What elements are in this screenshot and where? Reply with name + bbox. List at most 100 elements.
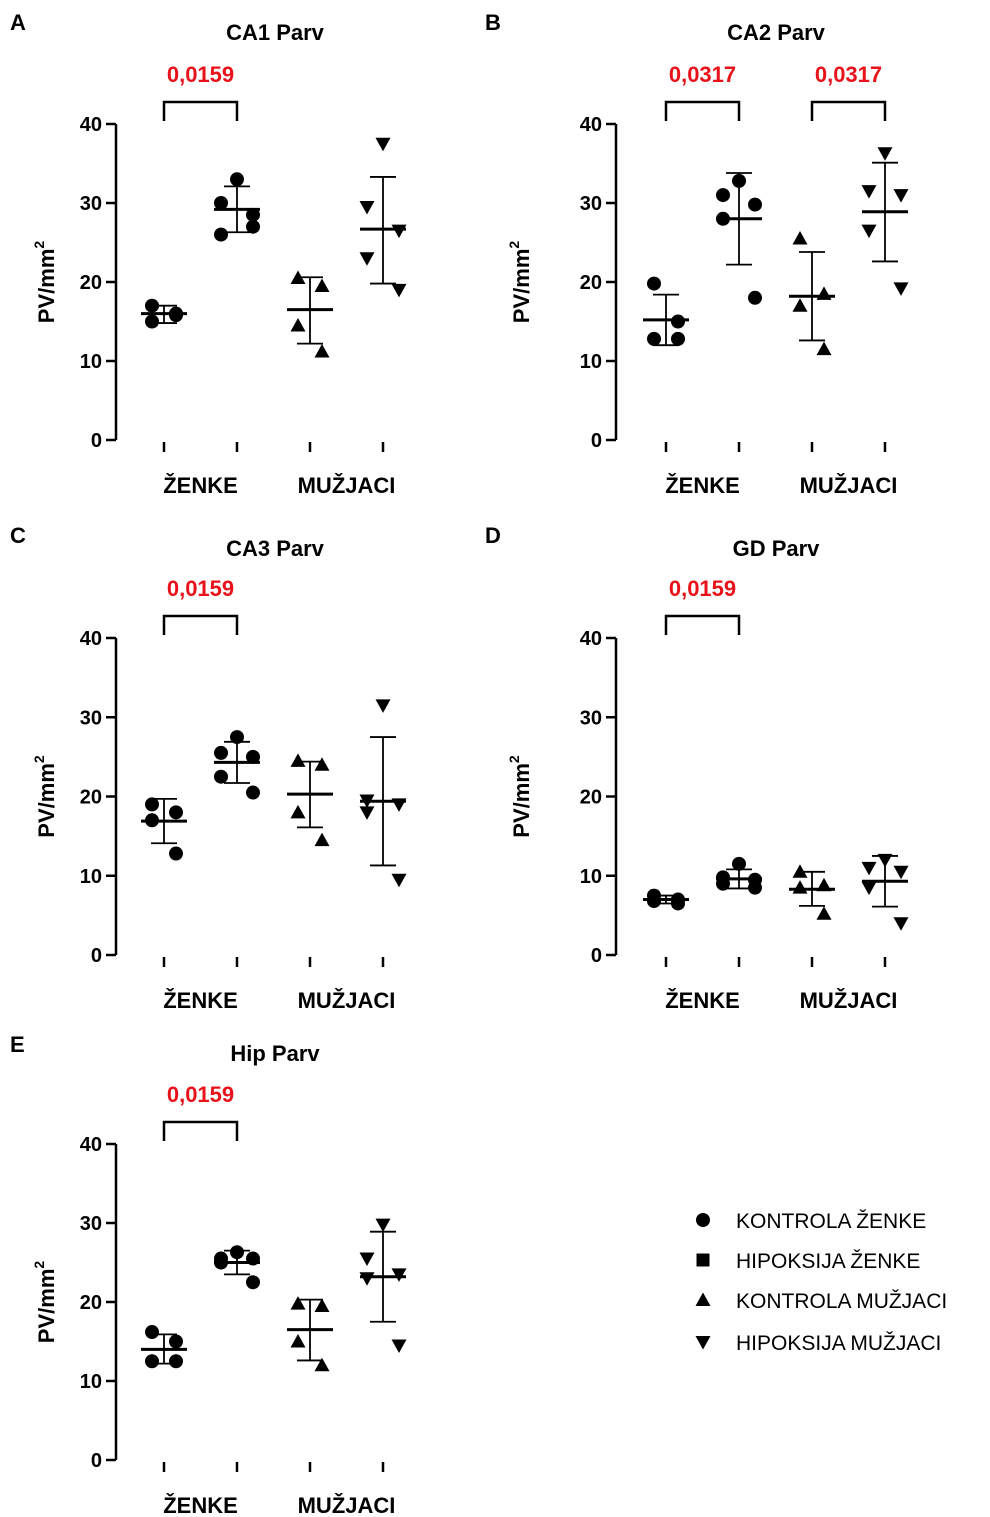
significance-bracket [664, 100, 741, 121]
p-value-label: 0,0159 [167, 62, 234, 87]
series-2 [287, 270, 333, 358]
x-group-label: ŽENKE [163, 473, 238, 498]
data-point [716, 876, 730, 891]
data-point [861, 861, 877, 876]
data-point [230, 730, 244, 745]
data-point [391, 873, 407, 888]
data-point [861, 881, 877, 896]
data-point [246, 785, 260, 800]
data-point [877, 853, 893, 868]
data-point [671, 896, 685, 911]
y-tick-label: 10 [580, 866, 602, 888]
panel-d: D GD Parv 0 10 20 30 40 ŽENKE MUŽJACI PV/mm2 0,015… [485, 523, 909, 1013]
y-tick-label: 40 [80, 1134, 102, 1156]
data-point [359, 1272, 375, 1286]
data-point [391, 798, 407, 812]
p-value-label: 0,0159 [669, 576, 736, 601]
series-0 [643, 888, 689, 911]
y-axis-title-main: PV/mm [34, 1269, 59, 1344]
legend-marker-triangle-up [695, 1292, 711, 1306]
y-tick-label: 40 [580, 628, 602, 650]
y-axis-title: PV/mm2 [506, 241, 534, 324]
data-point [314, 757, 330, 771]
data-point [145, 1354, 159, 1369]
data-point [145, 797, 159, 812]
chart-title: Hip Parv [230, 1041, 320, 1066]
data-point [214, 196, 228, 210]
y-axis-title-superscript: 2 [31, 1261, 47, 1269]
legend-label: KONTROLA ŽENKE [736, 1210, 926, 1233]
data-point [816, 341, 832, 356]
data-point [214, 769, 228, 784]
data-point [391, 1268, 407, 1282]
series-0 [141, 797, 187, 861]
series-3 [861, 147, 909, 296]
y-axis-title-superscript: 2 [31, 241, 47, 249]
data-point [145, 298, 159, 313]
y-tick-label: 10 [80, 1371, 102, 1393]
y-tick-label: 20 [80, 1292, 102, 1314]
data-point [375, 137, 391, 152]
chart-title: CA1 Parv [226, 20, 325, 45]
data-point [792, 231, 808, 245]
data-point [169, 846, 183, 861]
data-point [246, 749, 260, 764]
y-tick-label: 0 [591, 430, 602, 452]
data-point [861, 185, 877, 199]
panel-a: A CA1 Parv 0 10 20 30 40 ŽENKE MUŽJACI PV/mm2 0,01… [10, 10, 407, 498]
y-tick-label: 10 [80, 351, 102, 373]
p-value-label: 0,0317 [815, 62, 882, 87]
y-tick-label: 30 [80, 707, 102, 729]
data-point [716, 211, 730, 226]
data-point [314, 1298, 330, 1312]
y-axis-title-main: PV/mm [509, 763, 534, 838]
x-group-label: ŽENKE [163, 988, 238, 1013]
data-point [230, 172, 244, 187]
p-value-label: 0,0159 [167, 1082, 234, 1107]
y-tick-label: 20 [580, 272, 602, 294]
y-tick-label: 40 [80, 114, 102, 136]
legend-marker-square [696, 1253, 710, 1267]
data-point [145, 314, 159, 329]
series-2 [287, 753, 333, 847]
y-axis-title: PV/mm2 [31, 755, 59, 838]
y-tick-label: 30 [80, 193, 102, 215]
x-group-label: MUŽJACI [298, 1493, 396, 1517]
series-1 [214, 172, 260, 242]
data-point [375, 699, 391, 713]
data-point [816, 877, 832, 892]
x-group-label: MUŽJACI [800, 988, 898, 1013]
data-point [214, 227, 228, 242]
data-point [893, 189, 909, 203]
legend-label: KONTROLA MUŽJACI [736, 1290, 947, 1313]
series-1 [716, 172, 762, 305]
series-1 [716, 856, 762, 895]
panel-letter: A [10, 10, 26, 35]
y-axis-title: PV/mm2 [31, 1261, 59, 1344]
panel-letter: B [485, 10, 501, 35]
data-point [748, 880, 762, 895]
data-point [816, 906, 832, 920]
y-axis-title-superscript: 2 [506, 755, 522, 763]
data-point [391, 224, 407, 239]
significance-bracket [162, 614, 239, 635]
series-3 [359, 1218, 407, 1353]
data-point [290, 804, 306, 819]
y-tick-label: 30 [80, 1213, 102, 1235]
p-value-label: 0,0317 [669, 62, 736, 87]
data-point [145, 813, 159, 828]
data-point [169, 1354, 183, 1369]
data-point [792, 880, 808, 894]
x-group-label: ŽENKE [665, 988, 740, 1013]
y-tick-label: 20 [80, 272, 102, 294]
data-point [314, 832, 330, 847]
data-point [748, 197, 762, 212]
series-1 [214, 1245, 260, 1290]
data-point [359, 252, 375, 266]
y-axis-title-superscript: 2 [31, 755, 47, 763]
data-point [647, 331, 661, 346]
data-point [290, 1334, 306, 1348]
y-tick-label: 10 [580, 351, 602, 373]
data-point [290, 270, 306, 285]
